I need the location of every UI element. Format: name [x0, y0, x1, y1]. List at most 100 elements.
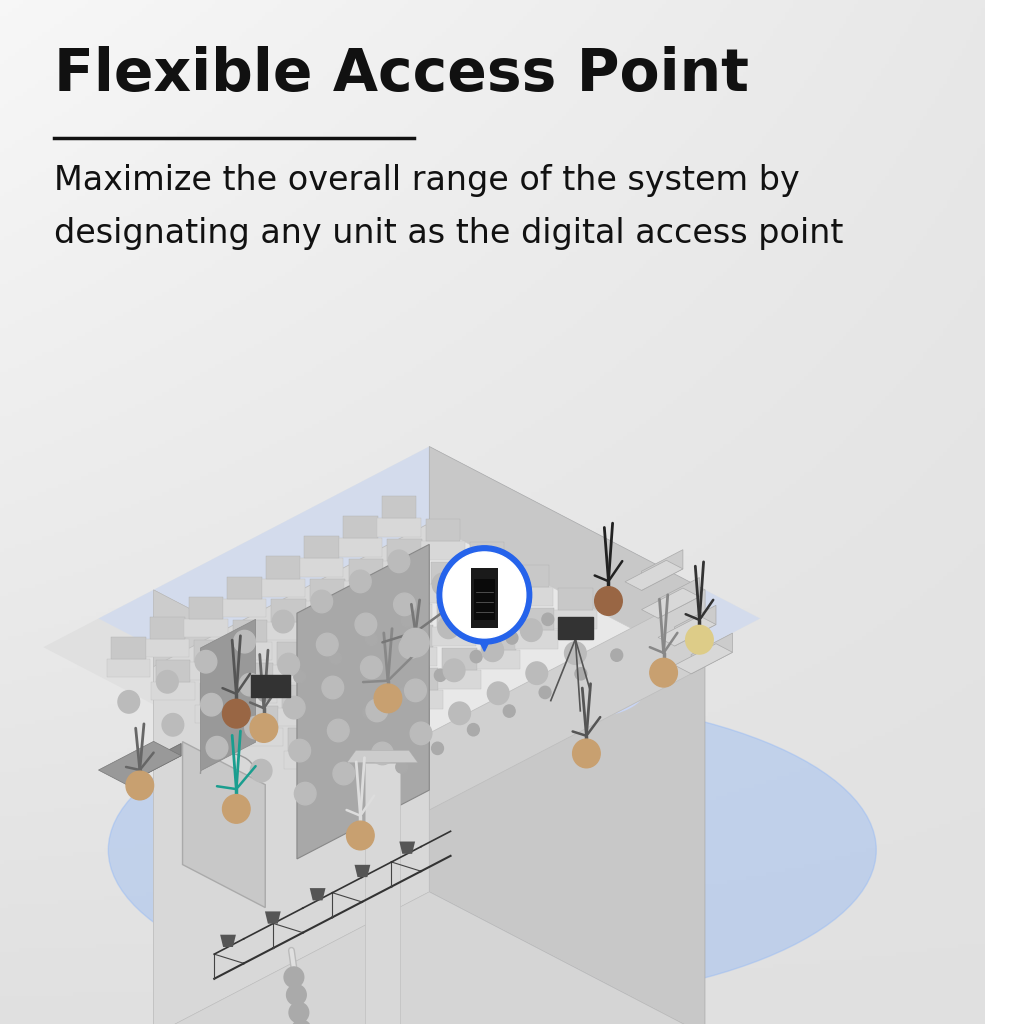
Polygon shape	[240, 728, 283, 746]
Circle shape	[526, 662, 548, 684]
Polygon shape	[432, 628, 476, 646]
Circle shape	[396, 761, 408, 773]
Circle shape	[289, 739, 310, 762]
Circle shape	[201, 693, 222, 716]
Polygon shape	[347, 751, 418, 763]
Polygon shape	[348, 559, 383, 582]
Circle shape	[388, 550, 410, 572]
Polygon shape	[292, 950, 305, 1024]
Polygon shape	[354, 602, 389, 625]
Bar	[471, 568, 499, 628]
Polygon shape	[276, 642, 311, 665]
Polygon shape	[470, 542, 505, 564]
Circle shape	[284, 967, 304, 987]
Circle shape	[432, 742, 443, 755]
Circle shape	[443, 552, 525, 638]
Circle shape	[468, 724, 479, 736]
Polygon shape	[365, 763, 400, 1024]
Polygon shape	[339, 539, 382, 557]
Polygon shape	[227, 577, 262, 599]
Circle shape	[575, 668, 587, 680]
Polygon shape	[323, 730, 366, 749]
Circle shape	[349, 570, 371, 593]
Polygon shape	[327, 709, 361, 730]
Circle shape	[542, 613, 554, 626]
Circle shape	[330, 652, 341, 665]
Polygon shape	[220, 935, 236, 947]
Circle shape	[401, 629, 429, 657]
Circle shape	[399, 636, 421, 658]
Circle shape	[222, 699, 250, 728]
Polygon shape	[475, 585, 510, 607]
Polygon shape	[300, 558, 343, 577]
Circle shape	[374, 684, 401, 713]
Polygon shape	[476, 650, 520, 669]
Polygon shape	[284, 751, 327, 769]
Circle shape	[360, 656, 382, 679]
Circle shape	[222, 795, 250, 823]
Polygon shape	[233, 685, 278, 703]
Circle shape	[393, 593, 416, 615]
Polygon shape	[514, 565, 549, 587]
Circle shape	[437, 546, 531, 644]
Circle shape	[401, 614, 413, 627]
Circle shape	[476, 596, 498, 618]
Bar	[473, 579, 496, 620]
Polygon shape	[625, 560, 683, 591]
Polygon shape	[151, 616, 184, 639]
Polygon shape	[154, 590, 429, 810]
Ellipse shape	[507, 663, 644, 719]
Bar	[251, 675, 291, 697]
Polygon shape	[297, 545, 429, 859]
Polygon shape	[359, 645, 394, 668]
Circle shape	[118, 690, 139, 713]
Circle shape	[245, 717, 266, 739]
Polygon shape	[691, 633, 732, 674]
Polygon shape	[271, 599, 306, 622]
Polygon shape	[154, 590, 429, 1024]
Polygon shape	[392, 583, 427, 604]
Polygon shape	[642, 550, 683, 591]
Circle shape	[311, 590, 333, 612]
Circle shape	[372, 742, 393, 765]
Polygon shape	[288, 728, 323, 751]
Polygon shape	[98, 446, 760, 791]
Polygon shape	[466, 564, 509, 583]
Polygon shape	[442, 648, 477, 671]
Polygon shape	[394, 647, 437, 666]
Polygon shape	[510, 587, 553, 605]
Circle shape	[504, 705, 515, 717]
Polygon shape	[366, 688, 399, 711]
Circle shape	[366, 699, 388, 722]
Polygon shape	[422, 542, 465, 560]
Polygon shape	[182, 741, 265, 907]
Circle shape	[470, 650, 482, 663]
Polygon shape	[279, 708, 322, 726]
Polygon shape	[429, 590, 705, 810]
Polygon shape	[438, 671, 481, 689]
Polygon shape	[387, 540, 422, 561]
Polygon shape	[554, 610, 597, 629]
Circle shape	[284, 696, 305, 719]
Circle shape	[520, 618, 542, 641]
Ellipse shape	[109, 696, 877, 1004]
Polygon shape	[377, 518, 421, 537]
Polygon shape	[112, 637, 146, 658]
Circle shape	[206, 736, 227, 759]
Circle shape	[258, 689, 269, 701]
Polygon shape	[239, 663, 273, 685]
Polygon shape	[431, 562, 466, 585]
Polygon shape	[261, 579, 305, 597]
Polygon shape	[184, 618, 227, 637]
Polygon shape	[188, 597, 223, 618]
Circle shape	[449, 702, 470, 725]
Circle shape	[482, 639, 504, 662]
Circle shape	[292, 1020, 311, 1024]
Polygon shape	[399, 690, 442, 709]
Polygon shape	[283, 685, 317, 708]
Polygon shape	[403, 669, 438, 690]
Polygon shape	[315, 623, 350, 644]
Polygon shape	[201, 620, 256, 771]
Circle shape	[278, 653, 299, 676]
Circle shape	[240, 674, 261, 696]
